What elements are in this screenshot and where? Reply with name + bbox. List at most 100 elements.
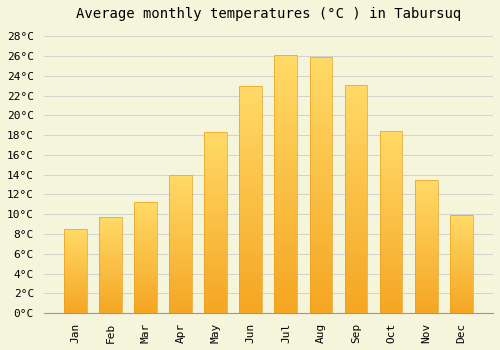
Bar [274,246,297,251]
Bar [134,275,157,278]
Bar [380,149,402,153]
Bar [240,163,262,168]
Bar [344,267,368,272]
Bar [99,221,122,223]
Bar [170,280,192,282]
Bar [380,189,402,193]
Bar [310,175,332,180]
Bar [170,183,192,186]
Bar [134,244,157,247]
Bar [204,154,227,158]
Bar [204,204,227,208]
Bar [415,222,438,225]
Bar [204,168,227,172]
Bar [64,264,87,266]
Bar [204,277,227,280]
Bar [274,96,297,102]
Bar [344,89,368,94]
Bar [344,130,368,135]
Bar [64,305,87,306]
Bar [170,291,192,294]
Bar [380,182,402,186]
Bar [99,290,122,292]
Bar [380,291,402,295]
Bar [170,227,192,230]
Bar [240,259,262,263]
Bar [99,252,122,254]
Bar [240,190,262,195]
Bar [415,302,438,305]
Bar [240,277,262,281]
Bar [240,113,262,118]
Bar [415,198,438,201]
Bar [99,248,122,250]
Bar [134,307,157,309]
Bar [134,204,157,207]
Bar [310,88,332,93]
Bar [450,225,472,227]
Bar [240,304,262,309]
Bar [310,103,332,108]
Bar [240,172,262,177]
Bar [380,171,402,175]
Bar [99,259,122,261]
Bar [99,286,122,288]
Bar [204,212,227,215]
Bar [170,263,192,266]
Bar [170,241,192,244]
Bar [310,272,332,277]
Bar [274,236,297,241]
Bar [274,199,297,205]
Bar [450,215,472,217]
Bar [310,216,332,221]
Bar [99,309,122,311]
Bar [99,242,122,244]
Bar [274,205,297,210]
Bar [64,237,87,239]
Bar [204,183,227,187]
Bar [344,98,368,103]
Bar [99,238,122,240]
Bar [134,284,157,287]
Bar [344,126,368,130]
Bar [274,267,297,272]
Bar [240,199,262,204]
Bar [240,227,262,231]
Bar [274,65,297,70]
Bar [310,195,332,201]
Bar [134,287,157,289]
Bar [344,103,368,107]
Bar [274,70,297,76]
Bar [64,236,87,237]
Bar [344,199,368,203]
Bar [64,254,87,256]
Bar [344,263,368,267]
Bar [134,280,157,282]
Bar [380,309,402,313]
Bar [134,267,157,269]
Bar [450,299,472,301]
Bar [344,217,368,222]
Bar [274,112,297,117]
Bar [310,72,332,77]
Bar [204,136,227,139]
Bar [204,284,227,288]
Bar [99,269,122,271]
Bar [64,301,87,303]
Bar [134,298,157,300]
Bar [380,197,402,200]
Bar [415,289,438,292]
Bar [64,296,87,298]
Bar [344,194,368,199]
Bar [450,295,472,298]
Bar [170,236,192,238]
Bar [344,121,368,126]
Bar [170,274,192,277]
Bar [204,226,227,230]
Bar [204,147,227,150]
Bar [134,251,157,253]
Bar [204,255,227,259]
Bar [344,139,368,144]
Bar [310,108,332,113]
Bar [450,311,472,313]
